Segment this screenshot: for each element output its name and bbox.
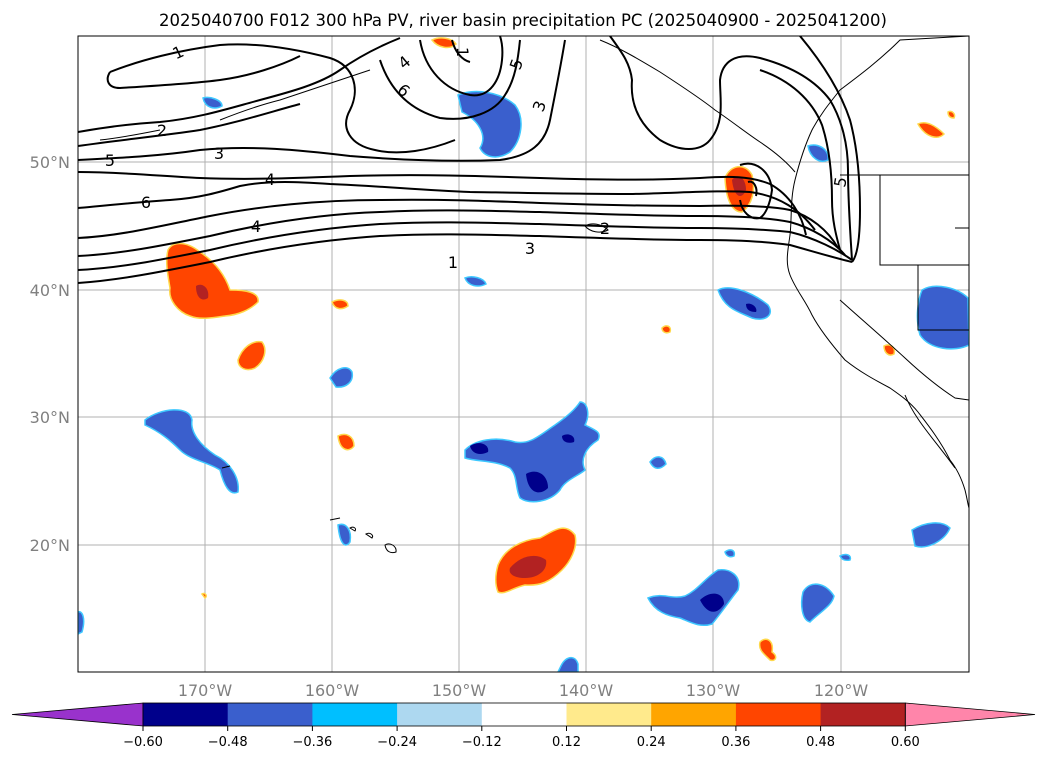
colorbar-tick-label: 0.48: [806, 735, 835, 750]
colorbar-segment: [143, 703, 229, 726]
colorbar-tick-label: −0.12: [462, 735, 502, 750]
pv-label: 5: [105, 151, 115, 170]
colorbar-extend-low: [11, 702, 144, 727]
lon-tick-label: 170°W: [178, 681, 233, 700]
colorbar-segment: [820, 703, 906, 726]
lon-tick-label: 130°W: [686, 681, 741, 700]
lon-tick-label: 140°W: [559, 681, 614, 700]
pv-label: 2: [157, 121, 167, 140]
pv-label: 6: [141, 193, 151, 212]
precip-negative-areas: [78, 90, 969, 672]
longitude-labels: 170°W 160°W 150°W 140°W 130°W 120°W: [178, 681, 869, 700]
map-frame: [77, 35, 970, 673]
colorbar-segment: [312, 703, 398, 726]
pv-label: 3: [214, 144, 224, 163]
pv-label: 4: [265, 170, 275, 189]
colorbar-segment: [481, 703, 567, 726]
colorbar-segment: [227, 703, 313, 726]
pv-label: 5: [830, 175, 850, 188]
pv-label: 1: [448, 253, 458, 272]
colorbar-tick-label: 0.24: [637, 735, 666, 750]
lon-tick-label: 150°W: [432, 681, 487, 700]
precip-positive-areas: [166, 37, 956, 662]
colorbar-tick-label: −0.48: [208, 735, 248, 750]
colorbar-segment: [651, 703, 737, 726]
colorbar-segment: [735, 703, 822, 726]
gridlines: [78, 36, 969, 672]
pv-label: 4: [251, 217, 261, 236]
pv-contours: [78, 36, 862, 284]
colorbar: −0.60 −0.48 −0.36 −0.24 −0.12 0.12 0.24 0.36 0.4…: [11, 702, 1036, 750]
colorbar-segment: [397, 703, 483, 726]
lat-tick-label: 40°N: [30, 281, 70, 300]
coastlines: [99, 36, 969, 554]
colorbar-tick-label: 0.12: [552, 735, 581, 750]
latitude-labels: 50°N 40°N 30°N 20°N: [30, 153, 70, 555]
colorbar-segment: [566, 703, 652, 726]
lon-tick-label: 120°W: [814, 681, 869, 700]
colorbar-tick-label: −0.24: [377, 735, 417, 750]
pv-label: 3: [525, 239, 535, 258]
lat-tick-label: 30°N: [30, 408, 70, 427]
colorbar-tick-label: −0.36: [292, 735, 332, 750]
colorbar-frame: [142, 702, 906, 727]
map-panel: 1 2 3 4 5 6 1 2 3 4 5 6 4 1 3 5: [78, 36, 969, 672]
colorbar-extend-high: [904, 702, 1036, 727]
pv-label: 1: [453, 47, 472, 57]
lat-tick-label: 50°N: [30, 153, 70, 172]
colorbar-tick-label: −0.60: [123, 735, 163, 750]
map-title: 2025040700 F012 300 hPa PV, river basin …: [159, 11, 887, 30]
colorbar-tick-label: 0.36: [721, 735, 750, 750]
pv-label: 2: [600, 219, 610, 238]
colorbar-tick-label: 0.60: [891, 735, 920, 750]
lon-tick-label: 160°W: [305, 681, 360, 700]
lat-tick-label: 20°N: [30, 536, 70, 555]
